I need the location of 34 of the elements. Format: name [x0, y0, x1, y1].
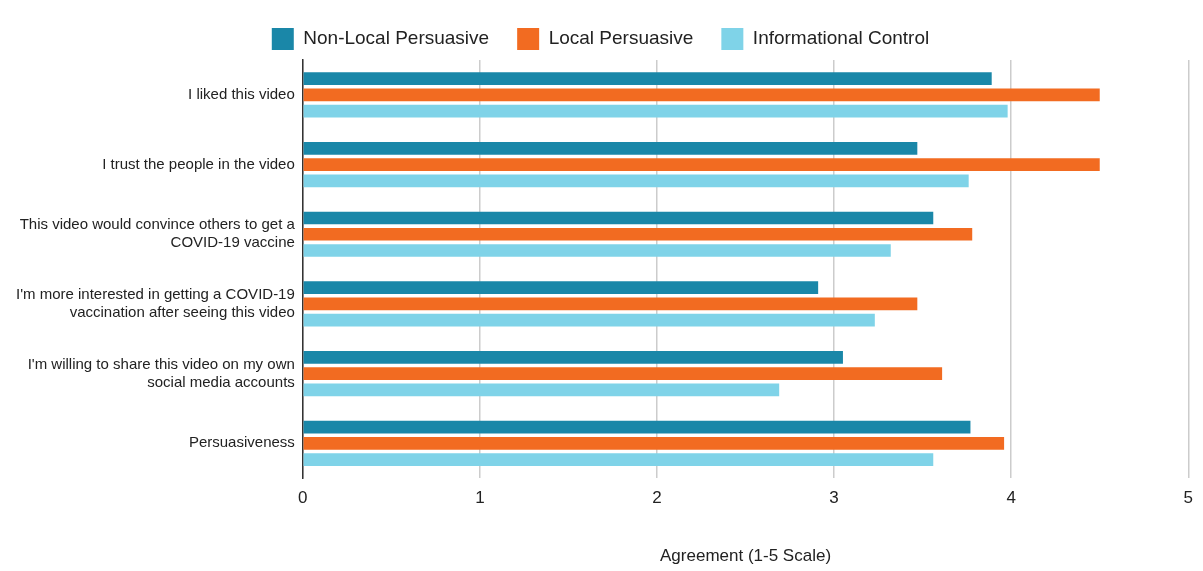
bar [303, 367, 943, 380]
bar [303, 244, 891, 257]
bar [303, 297, 918, 311]
bar [303, 141, 918, 155]
bar [303, 420, 971, 434]
bar [303, 383, 780, 397]
x-tick-label: 2 [652, 488, 662, 508]
bar [303, 453, 934, 466]
x-tick-label: 0 [298, 488, 308, 508]
x-tick-label: 5 [1183, 488, 1194, 508]
x-axis-title: Agreement (1-5 Scale) [660, 546, 832, 566]
bar [303, 313, 875, 327]
bar [303, 72, 992, 85]
y-tick-label: I'm more interested in getting a COVID-19 vaccination after seeing this video [15, 285, 295, 321]
legend-label: Local Persuasive [548, 27, 694, 49]
legend-label: Non-Local Persuasive [303, 27, 490, 49]
y-tick-label: I'm willing to share this video on my own social media accounts [27, 354, 295, 390]
bar [303, 351, 843, 364]
y-tick-label: I liked this video [188, 84, 295, 102]
bar [303, 174, 969, 188]
x-tick-label: 3 [829, 488, 839, 508]
bar [303, 158, 1100, 171]
x-tick-label: 4 [1006, 488, 1016, 508]
bar [303, 88, 1100, 102]
bar [303, 227, 973, 241]
bar [303, 104, 1008, 118]
y-tick-label: Persuasiveness [188, 433, 295, 451]
y-tick-label: I trust the people in the video [102, 154, 295, 172]
y-tick-label: This video would convince others to get a COVID-19 vaccine [19, 215, 296, 251]
legend-label: Informational Control [752, 27, 930, 49]
bar [303, 437, 1005, 450]
bar [303, 281, 819, 295]
x-tick-label: 1 [475, 488, 485, 508]
bar [303, 211, 934, 225]
